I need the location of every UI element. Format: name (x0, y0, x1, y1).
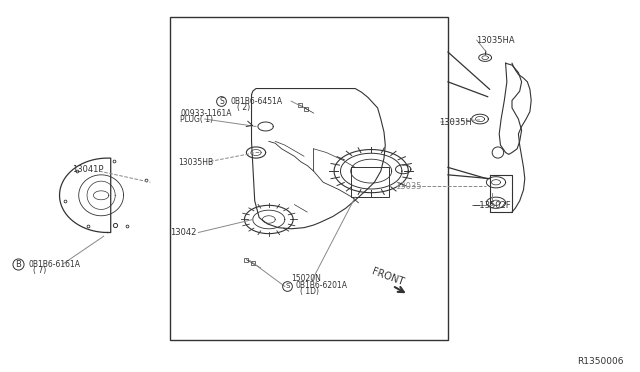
Text: 13035HA: 13035HA (476, 36, 515, 45)
Text: 13041P: 13041P (72, 165, 104, 174)
Text: ( 1D): ( 1D) (300, 287, 319, 296)
Text: 13035H: 13035H (439, 118, 472, 126)
Text: R1350006: R1350006 (577, 357, 624, 366)
Text: S: S (285, 283, 289, 289)
Text: 15020N: 15020N (291, 274, 321, 283)
Text: 13042: 13042 (170, 228, 196, 237)
Bar (170, 17, 448, 340)
Text: ( 7): ( 7) (33, 266, 47, 275)
Text: S: S (219, 97, 224, 106)
Text: 13035HB: 13035HB (178, 158, 213, 167)
Text: 0B1B6-6201A: 0B1B6-6201A (296, 281, 348, 290)
Text: PLUG( 1): PLUG( 1) (180, 115, 214, 124)
Text: 0B1B6-6451A: 0B1B6-6451A (230, 97, 282, 106)
Bar (351, 167, 389, 197)
Text: 13035: 13035 (396, 182, 422, 191)
Text: ( 2): ( 2) (237, 103, 250, 112)
Text: 0B1B6-6161A: 0B1B6-6161A (29, 260, 81, 269)
Text: FRONT: FRONT (370, 266, 404, 287)
Text: 00933-1161A: 00933-1161A (180, 109, 232, 118)
Text: —13502F: —13502F (472, 201, 511, 210)
Text: B: B (15, 260, 21, 269)
